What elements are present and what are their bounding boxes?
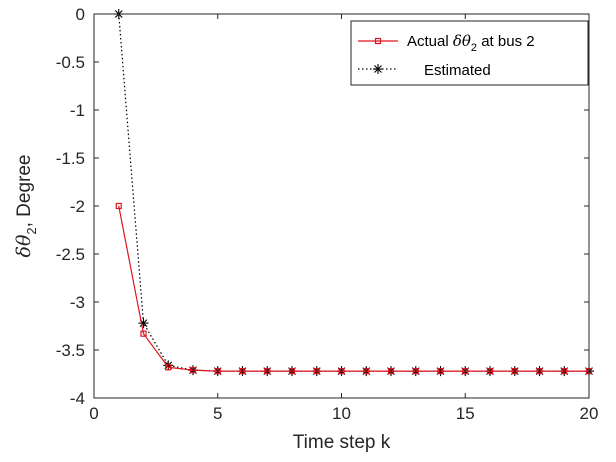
y-axis-title: δθ2, Degree	[13, 155, 39, 258]
series-0-point-9	[338, 368, 345, 375]
legend-label-actual-suffix: at bus 2	[477, 33, 535, 50]
legend-marker-actual	[374, 37, 382, 45]
series-0-point-18	[561, 368, 568, 375]
y-tick-label: -3	[70, 293, 85, 312]
x-tick-label: 10	[332, 404, 351, 423]
series-0-point-11	[387, 368, 395, 375]
legend: Actual δθ2 at bus 2 Estimated	[350, 20, 589, 86]
x-axis-title: Time step k	[293, 432, 391, 453]
legend-label-actual-prefix: Actual	[407, 33, 453, 50]
y-tick-label: -0.5	[56, 53, 85, 72]
legend-label-actual: Actual δθ2 at bus 2	[407, 32, 535, 54]
y-axis-title-subscript: 2	[24, 227, 39, 234]
y-tick-label: -3.5	[56, 341, 85, 360]
x-tick-label: 5	[213, 404, 222, 423]
series-0-point-12	[412, 368, 419, 375]
legend-label-actual-subscript: 2	[471, 42, 477, 54]
legend-label-actual-symbol: δθ	[453, 32, 471, 50]
ticks-layer: 0 5 10 15 20 0 -0.5 -1 -1.5 -2 -2.5 -3 -3.5 -4	[56, 5, 599, 423]
legend-box	[350, 20, 589, 86]
series-0-point-7	[288, 368, 296, 375]
series-0-point-17	[536, 368, 543, 375]
series-0-point-2	[165, 364, 172, 371]
y-tick-label: -1.5	[56, 149, 85, 168]
series-0-point-10	[363, 368, 370, 375]
legend-label-estimated: Estimated	[424, 62, 491, 79]
series-0-point-14	[462, 368, 469, 375]
x-tick-label: 15	[456, 404, 475, 423]
series-0-point-16	[511, 368, 518, 375]
series-0-point-15	[486, 368, 494, 375]
y-tick-label: -2.5	[56, 245, 85, 264]
series-0-point-5	[239, 368, 246, 375]
y-tick-label: -4	[70, 389, 85, 408]
series-0-point-6	[264, 368, 271, 375]
x-tick-label: 20	[580, 404, 599, 423]
y-tick-label: -1	[70, 101, 85, 120]
y-axis-title-suffix: , Degree	[14, 155, 35, 228]
series-layer	[113, 9, 594, 377]
series-0-point-1	[140, 330, 147, 337]
y-tick-label: 0	[76, 5, 85, 24]
series-0-line	[118, 205, 589, 372]
legend-marker-estimated	[373, 64, 383, 74]
y-axis-title-symbol: δθ	[13, 234, 35, 257]
series-0-point-3	[189, 367, 197, 374]
series-0-point-8	[313, 368, 320, 375]
series-0	[115, 202, 593, 375]
y-tick-label: -2	[70, 197, 85, 216]
series-0-point-0	[115, 202, 122, 210]
series-0-point-13	[437, 368, 444, 375]
series-1-point-1	[138, 318, 149, 329]
x-tick-label: 0	[89, 404, 98, 423]
series-0-point-4	[214, 368, 221, 375]
